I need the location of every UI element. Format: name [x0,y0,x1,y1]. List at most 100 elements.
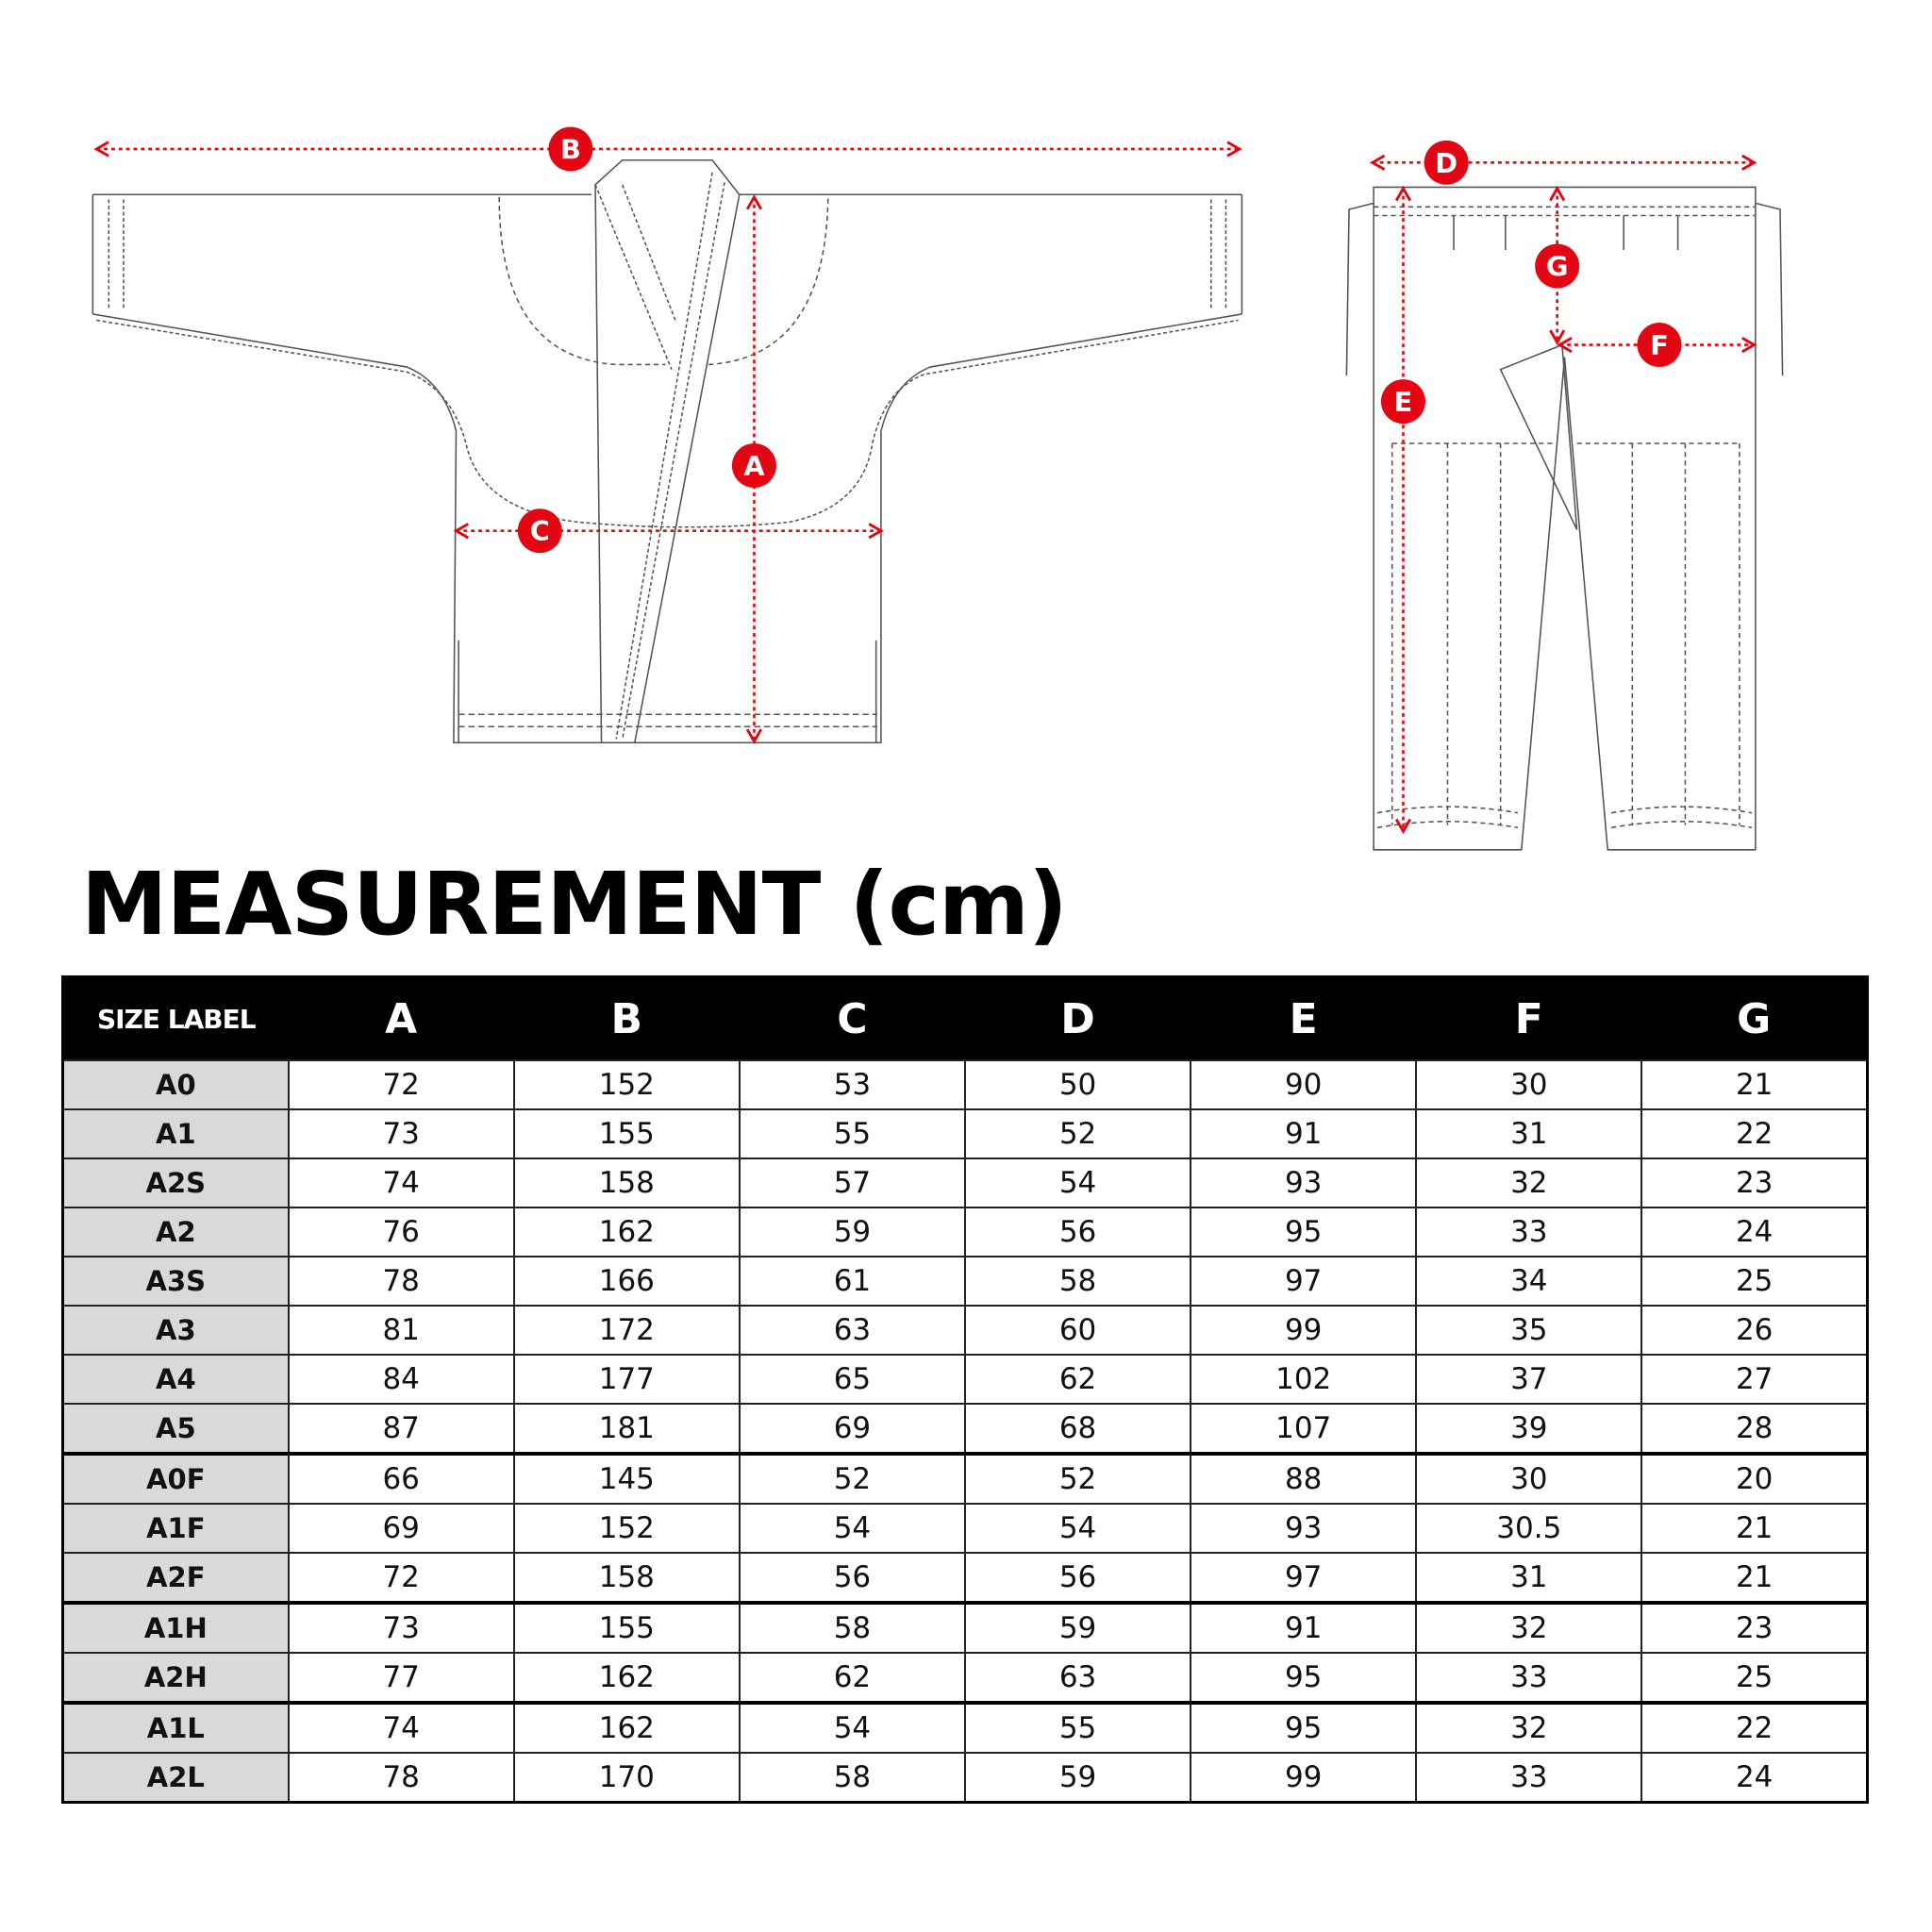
table-row: A4 84 177 65 62 102 37 27 [61,1354,1869,1405]
size-label-cell: A1F [61,1503,290,1554]
marker-a: A [731,443,776,488]
marker-f: F [1637,323,1682,368]
measurement-cell: 78 [287,1752,515,1804]
measurement-cell: 21 [1641,1059,1869,1110]
size-label-cell: A4 [61,1354,290,1405]
measurement-cell: 162 [512,1207,741,1257]
measurement-cell: 59 [738,1207,967,1257]
size-label-cell: A0F [61,1453,290,1505]
header-d: D [965,976,1191,1060]
measurement-cell: 58 [963,1256,1192,1307]
measurement-cell: 30 [1415,1059,1643,1110]
table-row: A0F 66 145 52 52 88 30 20 [61,1453,1869,1505]
measurement-cell: 25 [1641,1256,1869,1307]
size-label-cell: A2S [61,1158,290,1208]
measurement-cell: 32 [1415,1158,1643,1208]
measurement-cell: 28 [1641,1403,1869,1456]
measurement-cell: 73 [287,1108,515,1159]
measurement-cell: 32 [1415,1602,1643,1654]
header-size-label: SIZE LABEL [62,976,289,1060]
table-row: A2S 74 158 57 54 93 32 23 [61,1158,1869,1208]
measurement-cell: 37 [1415,1354,1643,1405]
measurement-cell: 91 [1190,1602,1418,1654]
measurement-cell: 55 [963,1702,1192,1754]
header-a: A [288,976,514,1060]
measurement-cell: 39 [1415,1403,1643,1456]
measurement-cell: 177 [512,1354,741,1405]
table-row: A3 81 172 63 60 99 35 26 [61,1305,1869,1356]
measurement-cell: 54 [738,1702,967,1754]
table-row: A2F 72 158 56 56 97 31 21 [61,1552,1869,1605]
measurement-cell: 35 [1415,1305,1643,1356]
measurement-cell: 68 [963,1403,1192,1456]
measurement-cell: 63 [738,1305,967,1356]
measurement-cell: 72 [287,1552,515,1605]
table-row: A1F 69 152 54 54 93 30.5 21 [61,1503,1869,1554]
measurement-cell: 97 [1190,1256,1418,1307]
measurement-cell: 59 [963,1752,1192,1804]
measurement-cell: 53 [738,1059,967,1110]
measurement-cell: 158 [512,1552,741,1605]
measurement-cell: 69 [738,1403,967,1456]
measurement-cell: 22 [1641,1108,1869,1159]
measurement-cell: 31 [1415,1108,1643,1159]
measurement-cell: 76 [287,1207,515,1257]
measurement-cell: 56 [738,1552,967,1605]
table-row: A3S 78 166 61 58 97 34 25 [61,1256,1869,1307]
svg-text:E: E [1394,386,1413,418]
measurement-cell: 62 [738,1652,967,1705]
measurement-cell: 20 [1641,1453,1869,1505]
measurement-cell: 72 [287,1059,515,1110]
measurement-cell: 52 [738,1453,967,1505]
garment-diagrams: B A C D G F E [92,126,1784,851]
svg-text:C: C [530,515,550,547]
measurement-cell: 95 [1190,1652,1418,1705]
measurement-cell: 162 [512,1702,741,1754]
header-c: C [739,976,965,1060]
measurement-cell: 170 [512,1752,741,1804]
measurement-cell: 66 [287,1453,515,1505]
size-chart-table: SIZE LABEL A B C D E F G A0 72 152 53 50 90 30… [61,975,1869,1804]
measurement-cell: 152 [512,1059,741,1110]
measurement-cell: 87 [287,1403,515,1456]
measurement-cell: 95 [1190,1207,1418,1257]
size-label-cell: A1L [61,1702,290,1754]
size-label-cell: A3S [61,1256,290,1307]
measurement-cell: 62 [963,1354,1192,1405]
measurement-cell: 24 [1641,1207,1869,1257]
measurement-cell: 166 [512,1256,741,1307]
measurement-cell: 34 [1415,1256,1643,1307]
measurement-cell: 152 [512,1503,741,1554]
size-label-cell: A1H [61,1602,290,1654]
measurement-cell: 74 [287,1702,515,1754]
measurement-cell: 158 [512,1158,741,1208]
measurement-cell: 32 [1415,1702,1643,1754]
svg-text:B: B [560,133,581,165]
measurement-cell: 78 [287,1256,515,1307]
measurement-cell: 61 [738,1256,967,1307]
measurement-cell: 31 [1415,1552,1643,1605]
measurement-cell: 65 [738,1354,967,1405]
measurement-cell: 63 [963,1652,1192,1705]
measurement-cell: 52 [963,1453,1192,1505]
measurement-cell: 33 [1415,1207,1643,1257]
size-label-cell: A0 [61,1059,290,1110]
marker-c: C [517,508,562,554]
marker-b: B [548,126,593,172]
header-f: F [1416,976,1642,1060]
size-label-cell: A2 [61,1207,290,1257]
measurement-cell: 33 [1415,1652,1643,1705]
measurement-cell: 54 [738,1503,967,1554]
measurement-cell: 55 [738,1108,967,1159]
measurement-cell: 50 [963,1059,1192,1110]
measurement-cell: 95 [1190,1702,1418,1754]
measurement-cell: 56 [963,1552,1192,1605]
table-row: A2 76 162 59 56 95 33 24 [61,1207,1869,1257]
measurement-cell: 22 [1641,1702,1869,1754]
measurement-cell: 23 [1641,1158,1869,1208]
measurement-cell: 155 [512,1108,741,1159]
header-g: G [1641,976,1868,1060]
header-b: B [513,976,740,1060]
header-e: E [1191,976,1417,1060]
marker-d: D [1424,140,1469,185]
